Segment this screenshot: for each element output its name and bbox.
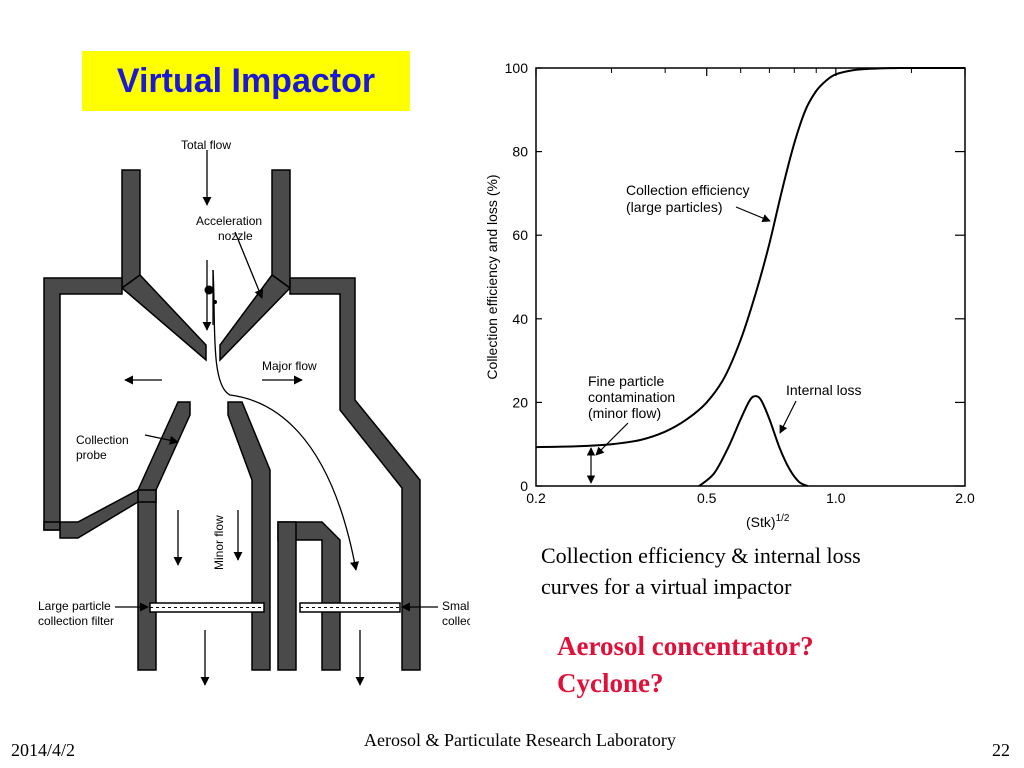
efficiency-pointer [735, 206, 771, 223]
caption-line-1: Collection efficiency & internal loss [541, 543, 861, 568]
label-collection-probe-2: probe [76, 448, 107, 462]
annotation-fine-particle-1: Fine particle [588, 373, 664, 389]
x-tick-label: 1.0 [826, 490, 846, 506]
series-collection-efficiency [535, 66, 965, 449]
small-particle [213, 300, 217, 304]
contamination-pointer [595, 422, 629, 456]
y-tick-label: 60 [512, 227, 528, 243]
caption-line-2: curves for a virtual impactor [541, 574, 792, 599]
footer-lab: Aerosol & Particulate Research Laborator… [364, 730, 676, 750]
label-major-flow: Major flow [262, 359, 317, 373]
x-axis-label: (Stk)1/2 [746, 513, 790, 530]
footer-date: 2014/4/2 [11, 740, 76, 760]
efficiency-chart: 0 20 40 60 80 100 0.2 0.5 1.0 2.0 Collection eff… [484, 60, 975, 530]
impactor-walls [43, 169, 421, 671]
large-particle [204, 285, 214, 295]
label-acceleration-nozzle-1: Acceleration [196, 214, 262, 228]
x-tick-label: 2.0 [955, 490, 975, 506]
label-total-flow: Total flow [181, 138, 231, 152]
probe-pointer [144, 434, 179, 445]
x-tick-label: 0.5 [697, 490, 717, 506]
label-minor-flow: Minor flow [212, 515, 226, 570]
label-small-filter-1: Small particle [442, 599, 470, 613]
y-axis-label: Collection efficiency and loss (%) [484, 174, 500, 379]
legend-collection-efficiency-2: (large particles) [626, 199, 722, 215]
loss-pointer [779, 400, 797, 434]
label-collection-probe-1: Collection [76, 433, 129, 447]
accel-nozzle-pointer [234, 231, 264, 299]
slide-title: Virtual Impactor [116, 61, 376, 100]
series-internal-loss [698, 395, 809, 487]
question-line-1: Aerosol concentrator? [557, 631, 814, 661]
y-tick-label: 20 [512, 394, 528, 410]
annotation-fine-particle-2: contamination [588, 389, 675, 405]
label-acceleration-nozzle-2: nozzle [218, 229, 253, 243]
y-tick-label: 80 [512, 144, 528, 160]
legend-collection-efficiency-1: Collection efficiency [626, 182, 749, 198]
virtual-impactor-diagram: Total flow Acceleration nozzle Major flo… [38, 138, 470, 686]
plot-frame [535, 67, 966, 487]
title-box: Virtual Impactor [82, 51, 410, 111]
label-small-filter-2: collection filter [442, 614, 470, 628]
label-large-filter-1: Large particle [38, 599, 111, 613]
question-text: Aerosol concentrator? Cyclone? [557, 628, 957, 702]
x-tick-label: 0.2 [526, 490, 546, 506]
legend-internal-loss: Internal loss [786, 382, 861, 398]
y-tick-label: 100 [505, 60, 529, 76]
annotation-fine-particle-3: (minor flow) [588, 405, 661, 421]
footer-page-number: 22 [992, 740, 1010, 760]
label-large-filter-2: collection filter [38, 614, 114, 628]
figure-caption: Collection efficiency & internal loss cu… [541, 540, 981, 602]
y-tick-label: 40 [512, 311, 528, 327]
question-line-2: Cyclone? [557, 668, 664, 698]
small-particle-trajectory [212, 269, 359, 571]
y-tick-label: 0 [520, 478, 528, 494]
